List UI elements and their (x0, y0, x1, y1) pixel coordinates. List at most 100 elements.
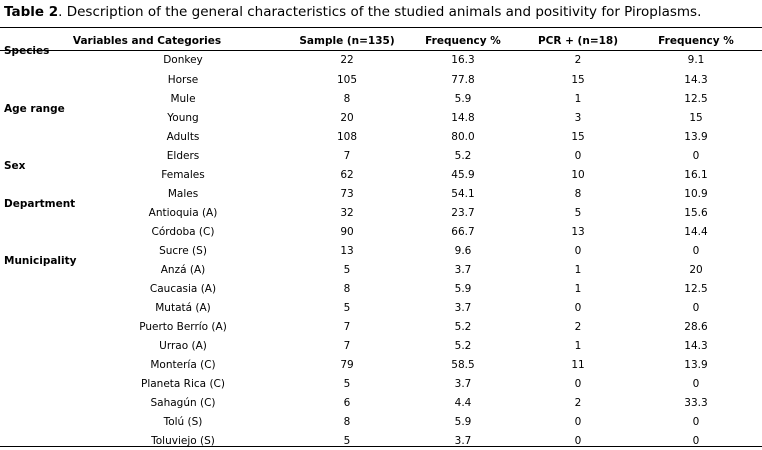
pcr-frequency-cell: 16.1 (684, 168, 708, 181)
frequency-cell: 77.8 (451, 73, 475, 86)
frequency-cell: 5.9 (454, 282, 472, 295)
sample-cell: 5 (343, 377, 351, 390)
table-row: Caucasia (A) 8 5.9 1 12.5 (0, 279, 762, 298)
group-label (0, 222, 72, 241)
table-row: Puerto Berrío (A) 7 5.2 2 28.6 (0, 317, 762, 336)
group-label-text: Department (4, 198, 76, 210)
column-header-variables: Variables and Categories (72, 35, 222, 47)
pcr-cell: 0 (574, 434, 582, 447)
table-caption-text: . Description of the general characteris… (58, 4, 702, 20)
group-label-text: Municipality (4, 255, 77, 267)
frequency-cell: 14.8 (451, 111, 475, 124)
pcr-cell: 1 (574, 339, 582, 352)
category-cell: Planeta Rica (C) (141, 377, 225, 390)
category-cell: Urrao (A) (159, 339, 207, 352)
category-cell: Females (161, 168, 205, 181)
table-row: Mutatá (A) 5 3.7 0 0 (0, 298, 762, 317)
pcr-frequency-cell: 28.6 (684, 320, 708, 333)
sample-cell: 32 (340, 206, 354, 219)
group-label (0, 298, 72, 317)
sample-cell: 5 (343, 301, 351, 314)
header-rule (0, 50, 762, 51)
table-header-row: Variables and Categories Sample (n=135) … (0, 32, 762, 50)
sample-cell: 7 (343, 149, 351, 162)
table-row: Toluviejo (S) 5 3.7 0 0 (0, 431, 762, 450)
table-row: Sex Females 62 45.9 10 16.1 (0, 160, 762, 184)
sample-cell: 7 (343, 339, 351, 352)
pcr-cell: 0 (574, 415, 582, 428)
pcr-cell: 2 (574, 320, 582, 333)
pcr-frequency-cell: 10.9 (684, 187, 708, 200)
group-label (0, 279, 72, 298)
table-row: Sucre (S) 13 9.6 0 0 (0, 241, 762, 260)
group-label (0, 70, 72, 89)
frequency-cell: 5.9 (454, 92, 472, 105)
pcr-frequency-cell: 13.9 (684, 358, 708, 371)
pcr-cell: 11 (571, 358, 585, 371)
pcr-cell: 1 (574, 92, 582, 105)
table-row: Males 73 54.1 8 10.9 (0, 184, 762, 203)
frequency-cell: 45.9 (451, 168, 475, 181)
pcr-frequency-cell: 14.4 (684, 225, 708, 238)
category-cell: Donkey (163, 54, 203, 66)
top-rule (0, 27, 762, 28)
category-cell: Tolú (S) (163, 415, 203, 428)
pcr-cell: 10 (571, 168, 585, 181)
frequency-cell: 3.7 (454, 301, 472, 314)
group-label (0, 127, 72, 146)
frequency-cell: 3.7 (454, 377, 472, 390)
pcr-cell: 3 (574, 111, 582, 124)
sample-cell: 105 (336, 73, 358, 86)
group-label (0, 336, 72, 355)
frequency-cell: 80.0 (451, 130, 475, 143)
table-label: Table 2 (4, 4, 59, 20)
pcr-cell: 1 (574, 263, 582, 276)
pcr-frequency-cell: 9.1 (687, 54, 705, 66)
pcr-frequency-cell: 13.9 (684, 130, 708, 143)
frequency-cell: 5.2 (454, 149, 472, 162)
frequency-cell: 4.4 (454, 396, 472, 409)
frequency-cell: 23.7 (451, 206, 475, 219)
sample-cell: 108 (336, 130, 358, 143)
table-row: Adults 108 80.0 15 13.9 (0, 127, 762, 146)
category-cell: Toluviejo (S) (151, 434, 215, 447)
sample-cell: 22 (340, 54, 354, 66)
frequency-cell: 9.6 (454, 244, 472, 257)
sample-cell: 20 (340, 111, 354, 124)
pcr-frequency-cell: 0 (692, 149, 700, 162)
pcr-frequency-cell: 0 (692, 434, 700, 447)
frequency-cell: 3.7 (454, 263, 472, 276)
category-cell: Mule (170, 92, 196, 105)
pcr-cell: 5 (574, 206, 582, 219)
bottom-rule (0, 446, 762, 447)
sample-cell: 8 (343, 415, 351, 428)
sample-cell: 5 (343, 263, 351, 276)
group-label-text: Sex (4, 160, 26, 172)
group-label: Species (0, 45, 72, 70)
pcr-frequency-cell: 0 (692, 301, 700, 314)
group-label: Department (0, 198, 75, 222)
group-label (0, 431, 72, 450)
pcr-frequency-cell: 15 (689, 111, 703, 124)
pcr-frequency-cell: 33.3 (684, 396, 708, 409)
pcr-cell: 0 (574, 377, 582, 390)
table-row: Mule 8 5.9 1 12.5 (0, 89, 762, 108)
sample-cell: 8 (343, 282, 351, 295)
pcr-frequency-cell: 15.6 (684, 206, 708, 219)
group-label: Age range (0, 103, 72, 127)
category-cell: Males (167, 187, 199, 200)
table-row: Planeta Rica (C) 5 3.7 0 0 (0, 374, 762, 393)
group-label: Sex (0, 160, 72, 184)
pcr-cell: 2 (574, 54, 582, 66)
frequency-cell: 16.3 (451, 54, 475, 66)
pcr-frequency-cell: 12.5 (684, 282, 708, 295)
category-cell: Anzá (A) (160, 263, 206, 276)
group-label (0, 374, 72, 393)
pcr-frequency-cell: 0 (692, 244, 700, 257)
sample-cell: 8 (343, 92, 351, 105)
group-label-text: Age range (4, 103, 65, 115)
frequency-cell: 5.2 (454, 320, 472, 333)
group-label (0, 317, 72, 336)
category-cell: Córdoba (C) (151, 225, 215, 238)
column-header-sample: Sample (n=135) (299, 35, 395, 47)
